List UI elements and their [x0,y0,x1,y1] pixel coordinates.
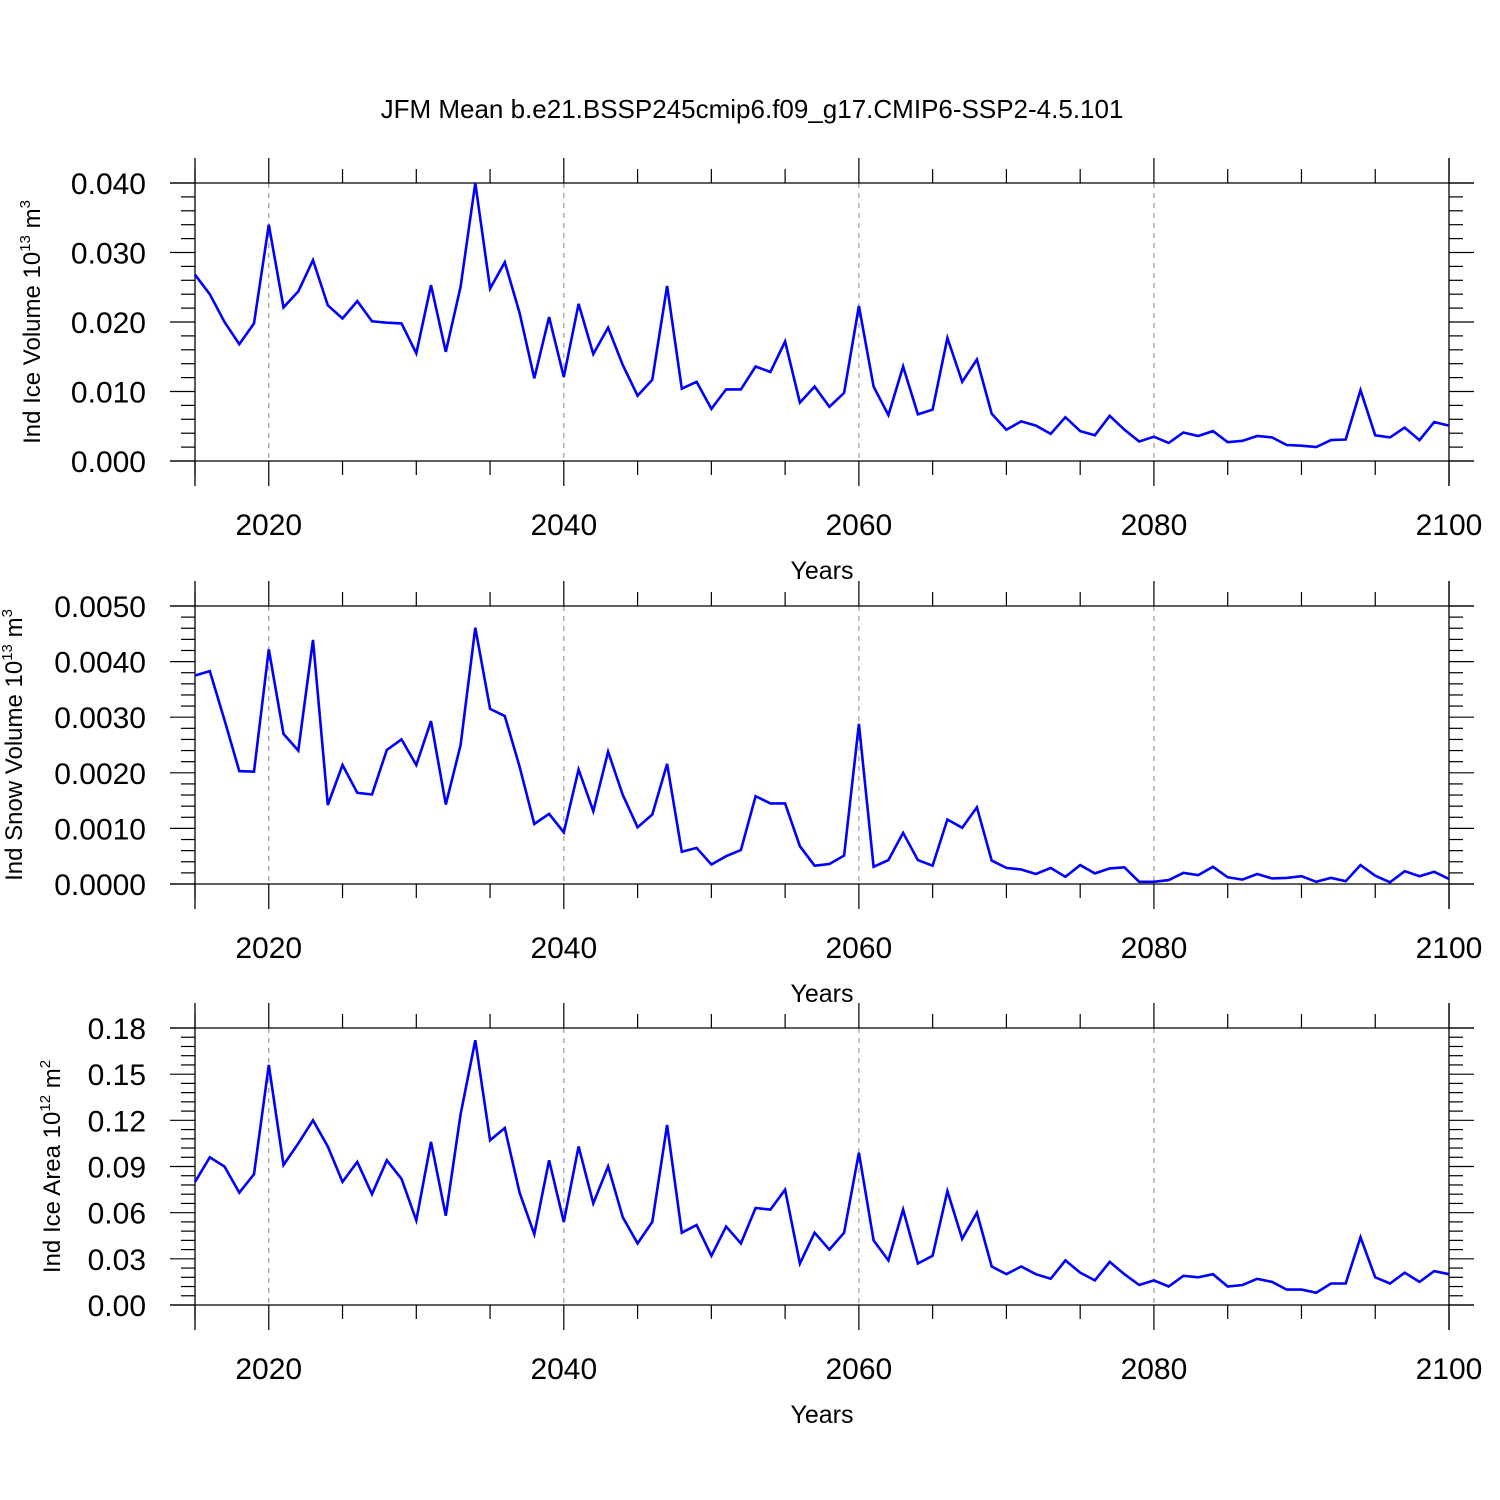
y-axis-label-part: 2 [37,1060,54,1068]
chart-panel-2: 2020 2040 2060 2080 2100 0.0000 0.0010 0.0020 0.… [0,581,1482,1008]
series-line [194,627,1450,884]
y-axis-label-part: Ind Snow Volume 10 [1,661,28,881]
x-tick-label: 2040 [530,932,597,965]
y-tick-label: 0.000 [71,446,146,479]
y-axis-label-part: m [39,1068,66,1095]
x-tick-label: 2100 [1416,509,1483,542]
y-tick-label: 0.0030 [54,702,146,735]
x-tick-label: 2020 [235,509,302,542]
x-tick-label: 2080 [1121,1353,1188,1386]
y-tick-label: 0.0020 [54,758,146,791]
y-tick-label: 0.18 [88,1013,146,1046]
x-tick-label: 2060 [826,509,893,542]
y-axis-label-part: 3 [0,609,16,617]
x-tick-label: 2060 [826,932,893,965]
y-axis-label-part: 12 [37,1095,54,1112]
y-axis-label-part: Ind Ice Volume 10 [19,252,46,444]
x-tick-label: 2060 [826,1353,893,1386]
y-tick-label: 0.0000 [54,869,146,902]
y-tick-label: 0.00 [88,1290,146,1323]
chart-panel-3: 2020 2040 2060 2080 2100 0.00 0.03 0.06 0.09 0.12… [37,1003,1482,1429]
series-line [193,1040,1450,1295]
y-axis-label-part: 3 [17,200,34,208]
series-line [193,182,1450,449]
x-axis-label: Years [790,980,853,1008]
y-axis-label-part: m [19,208,46,235]
y-tick-label: 0.040 [71,168,146,201]
x-tick-label: 2040 [530,1353,597,1386]
y-tick-label: 0.010 [71,377,146,410]
y-tick-label: 0.09 [88,1152,146,1185]
y-tick-label: 0.15 [88,1059,146,1092]
y-tick-label: 0.0010 [54,813,146,846]
x-tick-label: 2040 [530,509,597,542]
x-tick-label: 2100 [1416,1353,1483,1386]
y-tick-label: 0.06 [88,1198,146,1231]
y-axis-label: Ind Ice Volume 1013 m3 [17,200,46,444]
y-tick-label: 0.020 [71,307,146,340]
x-tick-label: 2100 [1416,932,1483,965]
chart-panel-1: 2020 2040 2060 2080 2100 0.000 0.010 0.020 0.030… [17,158,1482,585]
x-tick-label: 2080 [1121,509,1188,542]
y-tick-label: 0.12 [88,1105,146,1138]
y-tick-label: 0.030 [71,238,146,271]
y-tick-label: 0.0040 [54,647,146,680]
x-tick-label: 2020 [235,1353,302,1386]
x-tick-label: 2020 [235,932,302,965]
x-axis-label: Years [790,1401,853,1429]
y-axis-label: Ind Ice Area 1012 m2 [37,1060,66,1273]
y-axis-label-part: m [1,617,28,644]
y-axis-label-part: 13 [17,235,34,252]
y-tick-label: 0.03 [88,1244,146,1277]
x-axis-label: Years [790,557,853,585]
x-tick-label: 2080 [1121,932,1188,965]
y-axis-label: Ind Snow Volume 1013 m3 [0,609,28,881]
y-axis-label-part: 13 [0,644,16,661]
y-tick-label: 0.0050 [54,591,146,624]
y-axis-label-part: Ind Ice Area 10 [39,1112,66,1273]
chart-title: JFM Mean b.e21.BSSP245cmip6.f09_g17.CMIP… [381,94,1124,124]
